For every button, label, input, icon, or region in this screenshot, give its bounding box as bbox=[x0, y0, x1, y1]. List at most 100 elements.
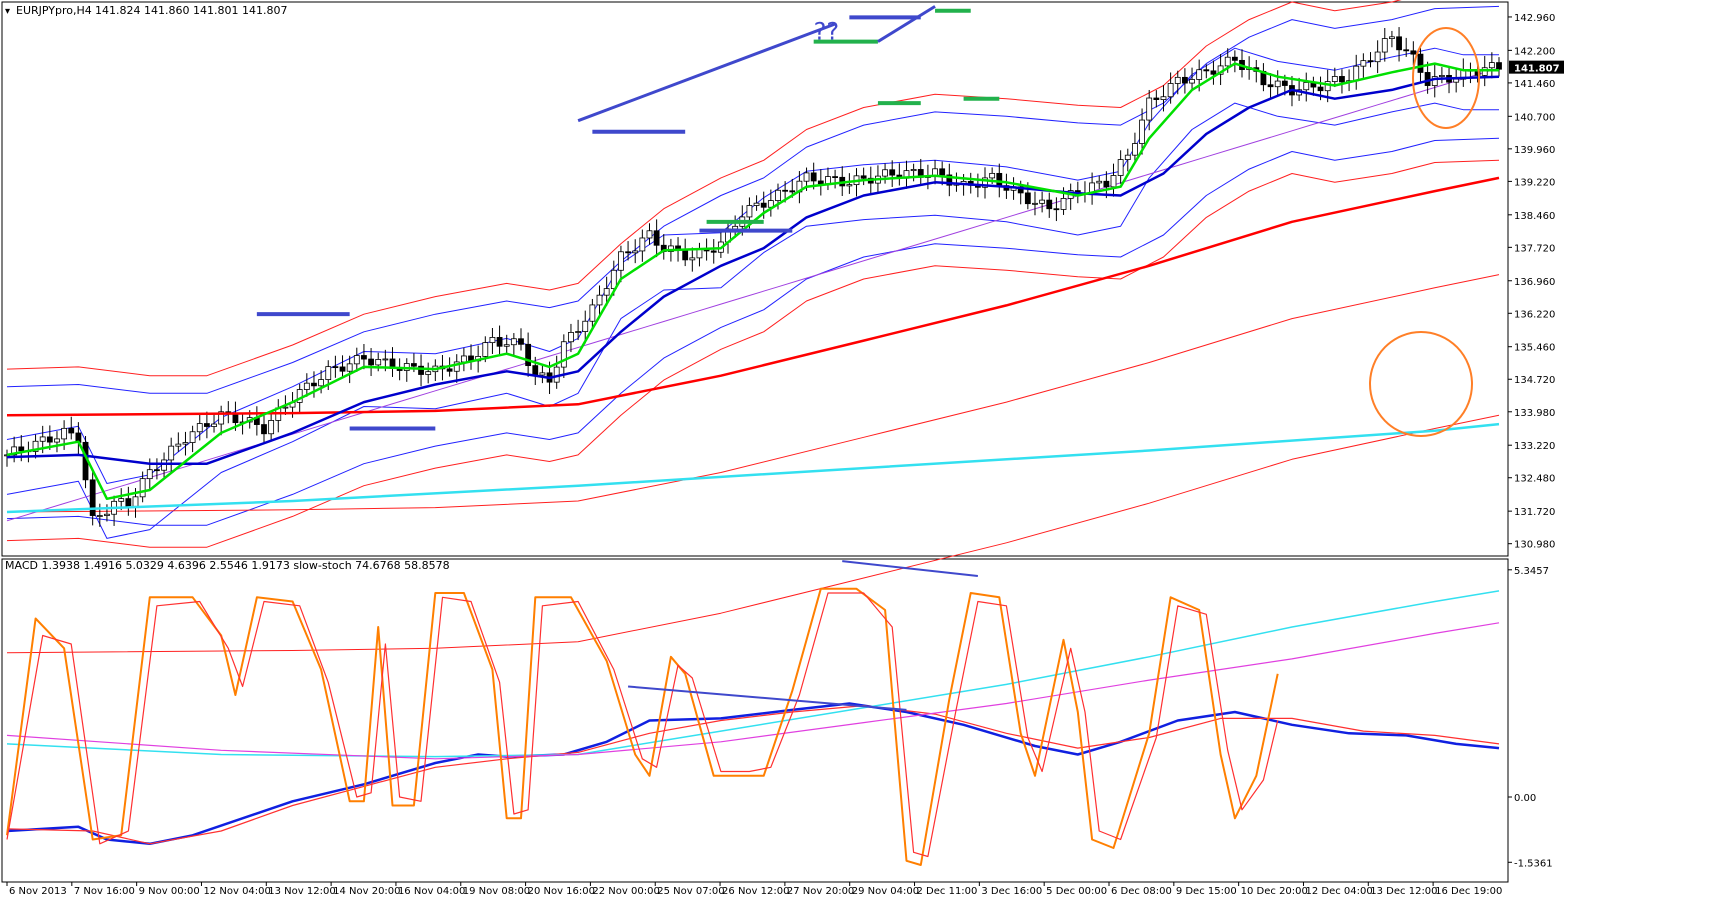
candle-body bbox=[817, 180, 824, 185]
candle-body bbox=[196, 423, 203, 433]
candle-body bbox=[1167, 83, 1174, 98]
candle-body bbox=[411, 363, 417, 367]
band-red-lower bbox=[6, 159, 1500, 548]
candle-body bbox=[54, 438, 60, 443]
candle-body bbox=[1353, 65, 1360, 82]
candle-body bbox=[1396, 36, 1402, 51]
indicator-tick-label: -1.5361 bbox=[1514, 858, 1553, 869]
candle-body bbox=[825, 176, 831, 185]
candle-body bbox=[346, 363, 353, 372]
candle-body bbox=[810, 172, 817, 182]
symbol-title: EURJPYpro,H4 bbox=[16, 4, 92, 17]
current-price-label: 141.807 bbox=[1514, 64, 1560, 75]
candle-body bbox=[989, 172, 996, 179]
candle-body bbox=[1496, 62, 1502, 70]
price-pane: ?? bbox=[4, 0, 1502, 654]
price-tick-label: 135.460 bbox=[1514, 343, 1555, 354]
trend-line bbox=[577, 22, 836, 123]
candle-body bbox=[1103, 180, 1110, 188]
candle-body bbox=[1438, 75, 1445, 78]
candle-body bbox=[668, 245, 674, 252]
candle-body bbox=[489, 337, 496, 344]
time-tick-label: 9 Nov 00:00 bbox=[139, 886, 200, 897]
envelope-red-lower bbox=[6, 274, 1500, 513]
candle-body bbox=[1210, 70, 1217, 75]
candle-body bbox=[418, 365, 424, 375]
candles bbox=[4, 27, 1502, 527]
ohlc-readout: 141.824 141.860 141.801 141.807 bbox=[95, 4, 287, 17]
candle-body bbox=[532, 365, 539, 376]
candle-body bbox=[339, 366, 346, 372]
candle-body bbox=[189, 431, 196, 443]
highlight-circle bbox=[1369, 331, 1473, 437]
candle-body bbox=[603, 288, 610, 296]
candle-body bbox=[1146, 97, 1153, 121]
time-tick-label: 27 Nov 20:00 bbox=[787, 886, 854, 897]
regression-purple bbox=[6, 67, 1500, 522]
candle-body bbox=[860, 175, 867, 179]
candle-body bbox=[104, 513, 110, 516]
price-tick-label: 136.220 bbox=[1514, 309, 1555, 320]
candle-body bbox=[746, 205, 753, 218]
candle-body bbox=[1224, 56, 1231, 67]
candle-body bbox=[846, 184, 853, 187]
time-tick-label: 12 Nov 04:00 bbox=[203, 886, 270, 897]
ma-cyan-line bbox=[6, 422, 1500, 514]
candle-body bbox=[1367, 60, 1374, 63]
candle-body bbox=[496, 337, 503, 347]
candle-body bbox=[503, 344, 510, 347]
price-tick-label: 142.200 bbox=[1514, 46, 1555, 57]
candle-body bbox=[96, 515, 103, 517]
time-tick-label: 13 Dec 12:00 bbox=[1370, 886, 1437, 897]
indicator-line-stoch-d bbox=[6, 592, 1279, 858]
candle-body bbox=[996, 172, 1003, 186]
candle-body bbox=[453, 361, 460, 372]
candle-body bbox=[1417, 53, 1424, 73]
candle-body bbox=[1267, 84, 1274, 88]
candle-body bbox=[139, 478, 146, 498]
candle-body bbox=[1481, 67, 1488, 76]
candle-body bbox=[775, 189, 781, 201]
candle-body bbox=[596, 294, 603, 306]
highlight-circle bbox=[1412, 27, 1480, 129]
price-tick-label: 138.460 bbox=[1514, 211, 1555, 222]
time-tick-label: 3 Dec 16:00 bbox=[981, 886, 1042, 897]
candle-body bbox=[1339, 76, 1345, 83]
candle-body bbox=[1374, 51, 1381, 63]
indicator-line-macd-signal bbox=[6, 704, 1500, 845]
candle-body bbox=[982, 177, 988, 188]
candle-body bbox=[125, 498, 132, 507]
candle-body bbox=[61, 427, 68, 440]
candle-body bbox=[211, 423, 217, 427]
candle-body bbox=[732, 225, 739, 230]
price-tick-label: 136.960 bbox=[1514, 277, 1555, 288]
current-price-box bbox=[1509, 60, 1564, 74]
price-tick-label: 137.720 bbox=[1514, 243, 1555, 254]
candle-body bbox=[1303, 82, 1310, 91]
candle-body bbox=[154, 469, 160, 472]
time-tick-label: 7 Nov 16:00 bbox=[74, 886, 135, 897]
candle-body bbox=[1096, 180, 1103, 184]
trend-line bbox=[877, 5, 936, 43]
candle-body bbox=[525, 343, 532, 367]
candle-body bbox=[89, 479, 96, 516]
candle-body bbox=[1281, 80, 1288, 86]
candle-body bbox=[1060, 198, 1067, 210]
time-tick-label: 13 Nov 12:00 bbox=[268, 886, 335, 897]
price-tick-label: 130.980 bbox=[1514, 540, 1555, 551]
candle-body bbox=[882, 169, 888, 177]
indicator-pane bbox=[6, 560, 1500, 866]
candle-body bbox=[510, 338, 517, 346]
candle-body bbox=[268, 420, 275, 435]
candle-body bbox=[161, 459, 167, 471]
price-tick-label: 139.960 bbox=[1514, 145, 1555, 156]
dropdown-arrow-icon[interactable]: ▾ bbox=[5, 6, 10, 17]
candle-body bbox=[1139, 119, 1145, 144]
candle-body bbox=[1181, 76, 1188, 84]
time-tick-label: 12 Dec 04:00 bbox=[1305, 886, 1372, 897]
candle-body bbox=[682, 250, 689, 261]
candle-body bbox=[1488, 62, 1495, 69]
candle-body bbox=[1196, 69, 1203, 80]
candle-body bbox=[782, 189, 789, 192]
candle-body bbox=[632, 250, 639, 254]
